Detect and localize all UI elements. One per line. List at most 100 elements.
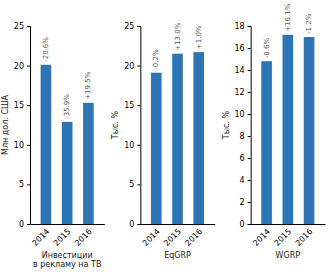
y-tick-mark <box>137 224 140 225</box>
bar <box>83 103 94 224</box>
bars <box>41 65 94 224</box>
x-tick-label: 2014 <box>141 227 162 248</box>
annotations: -0.2% +13.0% +1.0% <box>152 22 202 69</box>
bar-annotation: +13.0% <box>174 22 182 50</box>
y-tick-label: 8 <box>240 132 245 141</box>
y-tick-label: 25 <box>124 22 134 31</box>
x-tick-label: 2016 <box>73 227 94 248</box>
y-tick: 15 <box>124 101 140 110</box>
y-tick: 16 <box>234 44 250 53</box>
y-tick-mark <box>137 66 140 67</box>
x-tick-label: 2015 <box>272 227 293 248</box>
chart-title-line: в рекламу на ТВ <box>33 260 101 269</box>
bar-annotation: -1.2% <box>305 13 313 34</box>
chart-title-line: Инвестиции <box>42 251 93 260</box>
y-tick: 5 <box>129 180 140 189</box>
y-tick: 20 <box>124 62 140 71</box>
bar <box>193 52 204 224</box>
y-tick-label: 2 <box>240 198 245 207</box>
y-tick: 18 <box>234 22 250 31</box>
y-tick-mark <box>27 224 30 225</box>
bar <box>304 37 315 224</box>
chart-title: Инвестициив рекламу на ТВ <box>33 251 101 269</box>
y-tick-label: 0 <box>129 220 134 229</box>
y-axis-title: Млн дол. США <box>1 94 10 155</box>
bar-annotation: -0.2% <box>152 49 160 70</box>
bar-annotation: +1.0% <box>195 25 203 49</box>
y-axis-line <box>137 27 141 225</box>
y-tick-mark <box>248 70 251 71</box>
y-axis-line <box>27 27 31 225</box>
x-tick-label: 2015 <box>162 227 183 248</box>
y-tick-label: 0 <box>19 220 24 229</box>
x-tick-label: 2014 <box>251 227 272 248</box>
y-tick-mark <box>248 48 251 49</box>
y-tick-label: 5 <box>19 180 24 189</box>
x-axis: 201420152016 <box>141 225 215 248</box>
bar-annotation: +19.5% <box>84 71 92 99</box>
bar <box>62 122 73 224</box>
y-tick: 8 <box>240 132 251 141</box>
y-tick-label: 10 <box>234 110 244 119</box>
x-tick: 2016 <box>294 227 315 248</box>
x-axis-line <box>141 224 215 225</box>
y-tick-label: 0 <box>240 220 245 229</box>
y-tick: 15 <box>14 101 30 110</box>
bars <box>151 52 204 224</box>
bar <box>261 61 272 224</box>
annotations: -0.6%+16.1%-1.2% <box>263 3 313 58</box>
bars <box>261 35 314 224</box>
y-tick: 0 <box>240 220 251 229</box>
y-tick: 4 <box>240 176 251 185</box>
y-tick-mark <box>137 105 140 106</box>
y-axis-title: Тыс. % <box>111 110 120 140</box>
chart-title: WGRP <box>276 251 301 260</box>
y-tick-label: 16 <box>234 44 244 53</box>
x-axis: 201420152016 <box>31 225 105 248</box>
y-tick: 25 <box>14 22 30 31</box>
y-tick: 14 <box>234 66 250 75</box>
x-axis: 201420152016 <box>251 225 325 248</box>
y-tick-label: 18 <box>234 22 244 31</box>
y-axis-title: Тыс. % <box>222 110 231 140</box>
panel: 024681012141618201420152016-0.6%+16.1%-1… <box>222 3 326 260</box>
y-tick: 25 <box>124 22 140 31</box>
y-tick-mark <box>27 145 30 146</box>
x-tick: 2014 <box>31 227 52 248</box>
y-tick-label: 14 <box>234 66 244 75</box>
x-tick: 2016 <box>183 227 204 248</box>
y-axis-line <box>248 27 252 225</box>
y-tick: 5 <box>19 180 30 189</box>
bar-annotation: -35.9% <box>63 94 71 119</box>
y-tick-mark <box>248 92 251 93</box>
y-tick-label: 15 <box>124 101 134 110</box>
y-tick: 10 <box>234 110 250 119</box>
y-tick: 10 <box>124 141 140 150</box>
chart-title-line: WGRP <box>276 251 301 260</box>
panel: 0510152025201420152016-20.6%-35.9%+19.5%… <box>1 22 105 269</box>
y-tick-mark <box>248 180 251 181</box>
y-tick-mark <box>137 26 140 27</box>
y-tick-mark <box>248 158 251 159</box>
x-tick-label: 2016 <box>183 227 204 248</box>
y-axis: 0510152025 <box>14 22 31 229</box>
x-tick-label: 2014 <box>31 227 52 248</box>
y-tick-mark <box>27 105 30 106</box>
x-tick: 2015 <box>52 227 73 248</box>
chart-title: EqGRP <box>164 251 191 260</box>
y-tick-label: 15 <box>14 101 24 110</box>
bar <box>172 54 183 224</box>
x-tick: 2016 <box>73 227 94 248</box>
x-tick: 2014 <box>251 227 272 248</box>
y-tick-mark <box>27 184 30 185</box>
y-axis: 024681012141618 <box>234 22 251 229</box>
y-tick: 2 <box>240 198 251 207</box>
panel: 0 5 10 15 20 25 201420152016 -0.2% +13.0% +1.0% Ты… <box>111 22 215 260</box>
x-tick-label: 2016 <box>294 227 315 248</box>
y-tick-mark <box>248 202 251 203</box>
x-axis-line <box>251 224 325 225</box>
y-tick: 6 <box>240 154 251 163</box>
chart-canvas: 0510152025201420152016-20.6%-35.9%+19.5%… <box>0 0 331 278</box>
bar-annotation: -20.6% <box>42 37 50 62</box>
x-tick: 2014 <box>141 227 162 248</box>
